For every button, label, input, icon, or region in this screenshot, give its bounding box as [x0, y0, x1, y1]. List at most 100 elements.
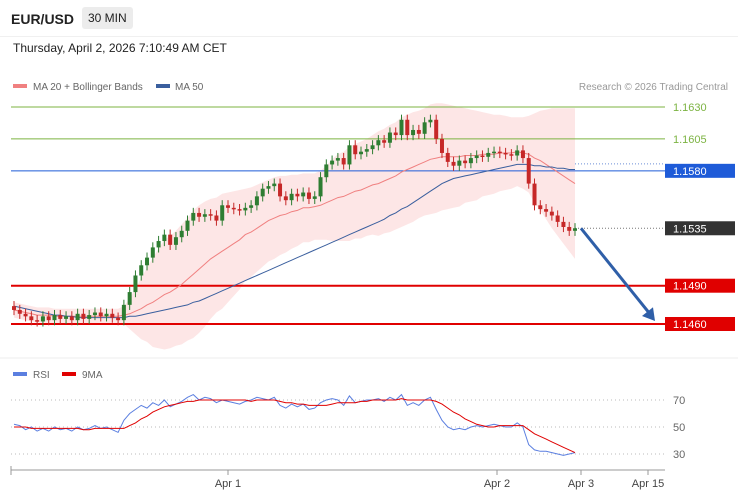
candle-body	[509, 154, 514, 156]
candle-body	[341, 158, 346, 165]
candle-body	[359, 151, 364, 155]
candle-body	[214, 215, 219, 221]
candle-body	[353, 145, 358, 155]
candle-body	[121, 304, 126, 321]
candle-body	[133, 275, 138, 293]
x-tick-label: Apr 3	[568, 478, 594, 490]
forecast-arrow-shaft	[579, 227, 652, 315]
candle-body	[532, 183, 537, 206]
candle-body	[503, 152, 508, 155]
rsi-pane: 70 50 30	[11, 393, 685, 461]
candle-body	[549, 211, 554, 216]
candle-body	[573, 228, 577, 231]
candle-body	[52, 315, 57, 321]
rsi-legend-label: RSI	[33, 370, 50, 381]
candle-body	[295, 193, 300, 197]
rsi-line	[13, 393, 576, 456]
ma20-legend-label: MA 20 + Bollinger Bands	[33, 82, 143, 93]
candle-body	[387, 132, 392, 143]
level-label-bg	[665, 221, 735, 236]
credit-text: Research © 2026 Trading Central	[579, 82, 728, 93]
candle-body	[23, 313, 28, 317]
candle-body	[231, 207, 236, 210]
candle-body	[486, 152, 491, 157]
level-label-bg	[665, 278, 735, 293]
candle-body	[526, 158, 531, 184]
candle-body	[399, 119, 404, 136]
ma20-legend-swatch	[13, 84, 27, 88]
candle-body	[12, 306, 16, 310]
candle-body	[370, 145, 375, 150]
header-divider	[0, 36, 738, 37]
forecast-arrow	[579, 227, 655, 321]
timeframe-badge[interactable]: 30 MIN	[82, 7, 133, 29]
ma50-line	[13, 163, 575, 319]
candle-body	[64, 316, 69, 319]
candle-body	[168, 234, 173, 245]
candle-body	[69, 316, 74, 321]
candle-body	[405, 119, 410, 136]
candle-body	[173, 237, 178, 245]
candle-body	[197, 212, 202, 217]
candle-body	[92, 312, 97, 316]
bollinger-bands	[14, 103, 575, 350]
level-label: 1.1605	[673, 134, 707, 146]
candle-body	[225, 205, 230, 208]
candle-body	[260, 188, 265, 197]
candle-body	[312, 196, 317, 199]
candle-body	[17, 309, 22, 314]
candle-body	[29, 316, 34, 321]
candle-body	[179, 230, 184, 238]
candle-body	[330, 160, 335, 165]
candle-body	[382, 140, 387, 143]
candle-body	[492, 151, 497, 154]
rsi-ma-legend-label: 9MA	[82, 370, 103, 381]
candle-body	[555, 215, 560, 222]
candle-body	[474, 155, 479, 159]
candlesticks	[12, 114, 577, 327]
rsi-tick-label: 50	[673, 422, 685, 434]
candle-body	[156, 241, 161, 248]
candle-body	[110, 313, 115, 318]
candle-body	[416, 129, 421, 134]
candle-body	[324, 164, 329, 178]
candle-body	[191, 212, 196, 221]
candle-body	[463, 160, 468, 164]
price-levels: 1.1630 1.1605 1.1580 1.1535 1.1490 1.1460	[11, 102, 735, 331]
candle-body	[335, 158, 340, 161]
candle-body	[266, 186, 271, 189]
candle-body	[393, 132, 398, 136]
candle-body	[411, 129, 416, 136]
level-label: 1.1490	[673, 281, 707, 293]
x-tick-label: Apr 1	[215, 478, 241, 490]
timestamp: Thursday, April 2, 2026 7:10:49 AM CET	[13, 41, 227, 55]
candle-body	[301, 192, 306, 197]
rsi-tick-label: 70	[673, 395, 685, 407]
candle-body	[422, 122, 427, 134]
candle-body	[538, 205, 543, 210]
candle-body	[162, 234, 167, 242]
candle-body	[202, 214, 207, 217]
candle-body	[318, 177, 323, 197]
candle-body	[254, 196, 259, 206]
candle-body	[40, 316, 45, 322]
candle-body	[87, 315, 92, 319]
ma50-legend-swatch	[156, 84, 170, 88]
rsi-legend-swatch	[13, 372, 27, 376]
rsi-tick-label: 30	[673, 449, 685, 461]
candle-body	[35, 320, 40, 322]
candle-body	[237, 209, 242, 211]
candle-body	[480, 155, 485, 158]
candle-body	[544, 209, 549, 212]
level-label: 1.1580	[673, 166, 707, 178]
candle-body	[457, 160, 462, 166]
candle-body	[46, 316, 51, 321]
level-label-bg	[665, 163, 735, 178]
candle-body	[434, 119, 439, 139]
candle-body	[150, 247, 155, 258]
rsi-ma-line	[14, 398, 576, 454]
candle-body	[81, 313, 86, 319]
candle-body	[364, 149, 369, 152]
candle-body	[520, 150, 525, 159]
